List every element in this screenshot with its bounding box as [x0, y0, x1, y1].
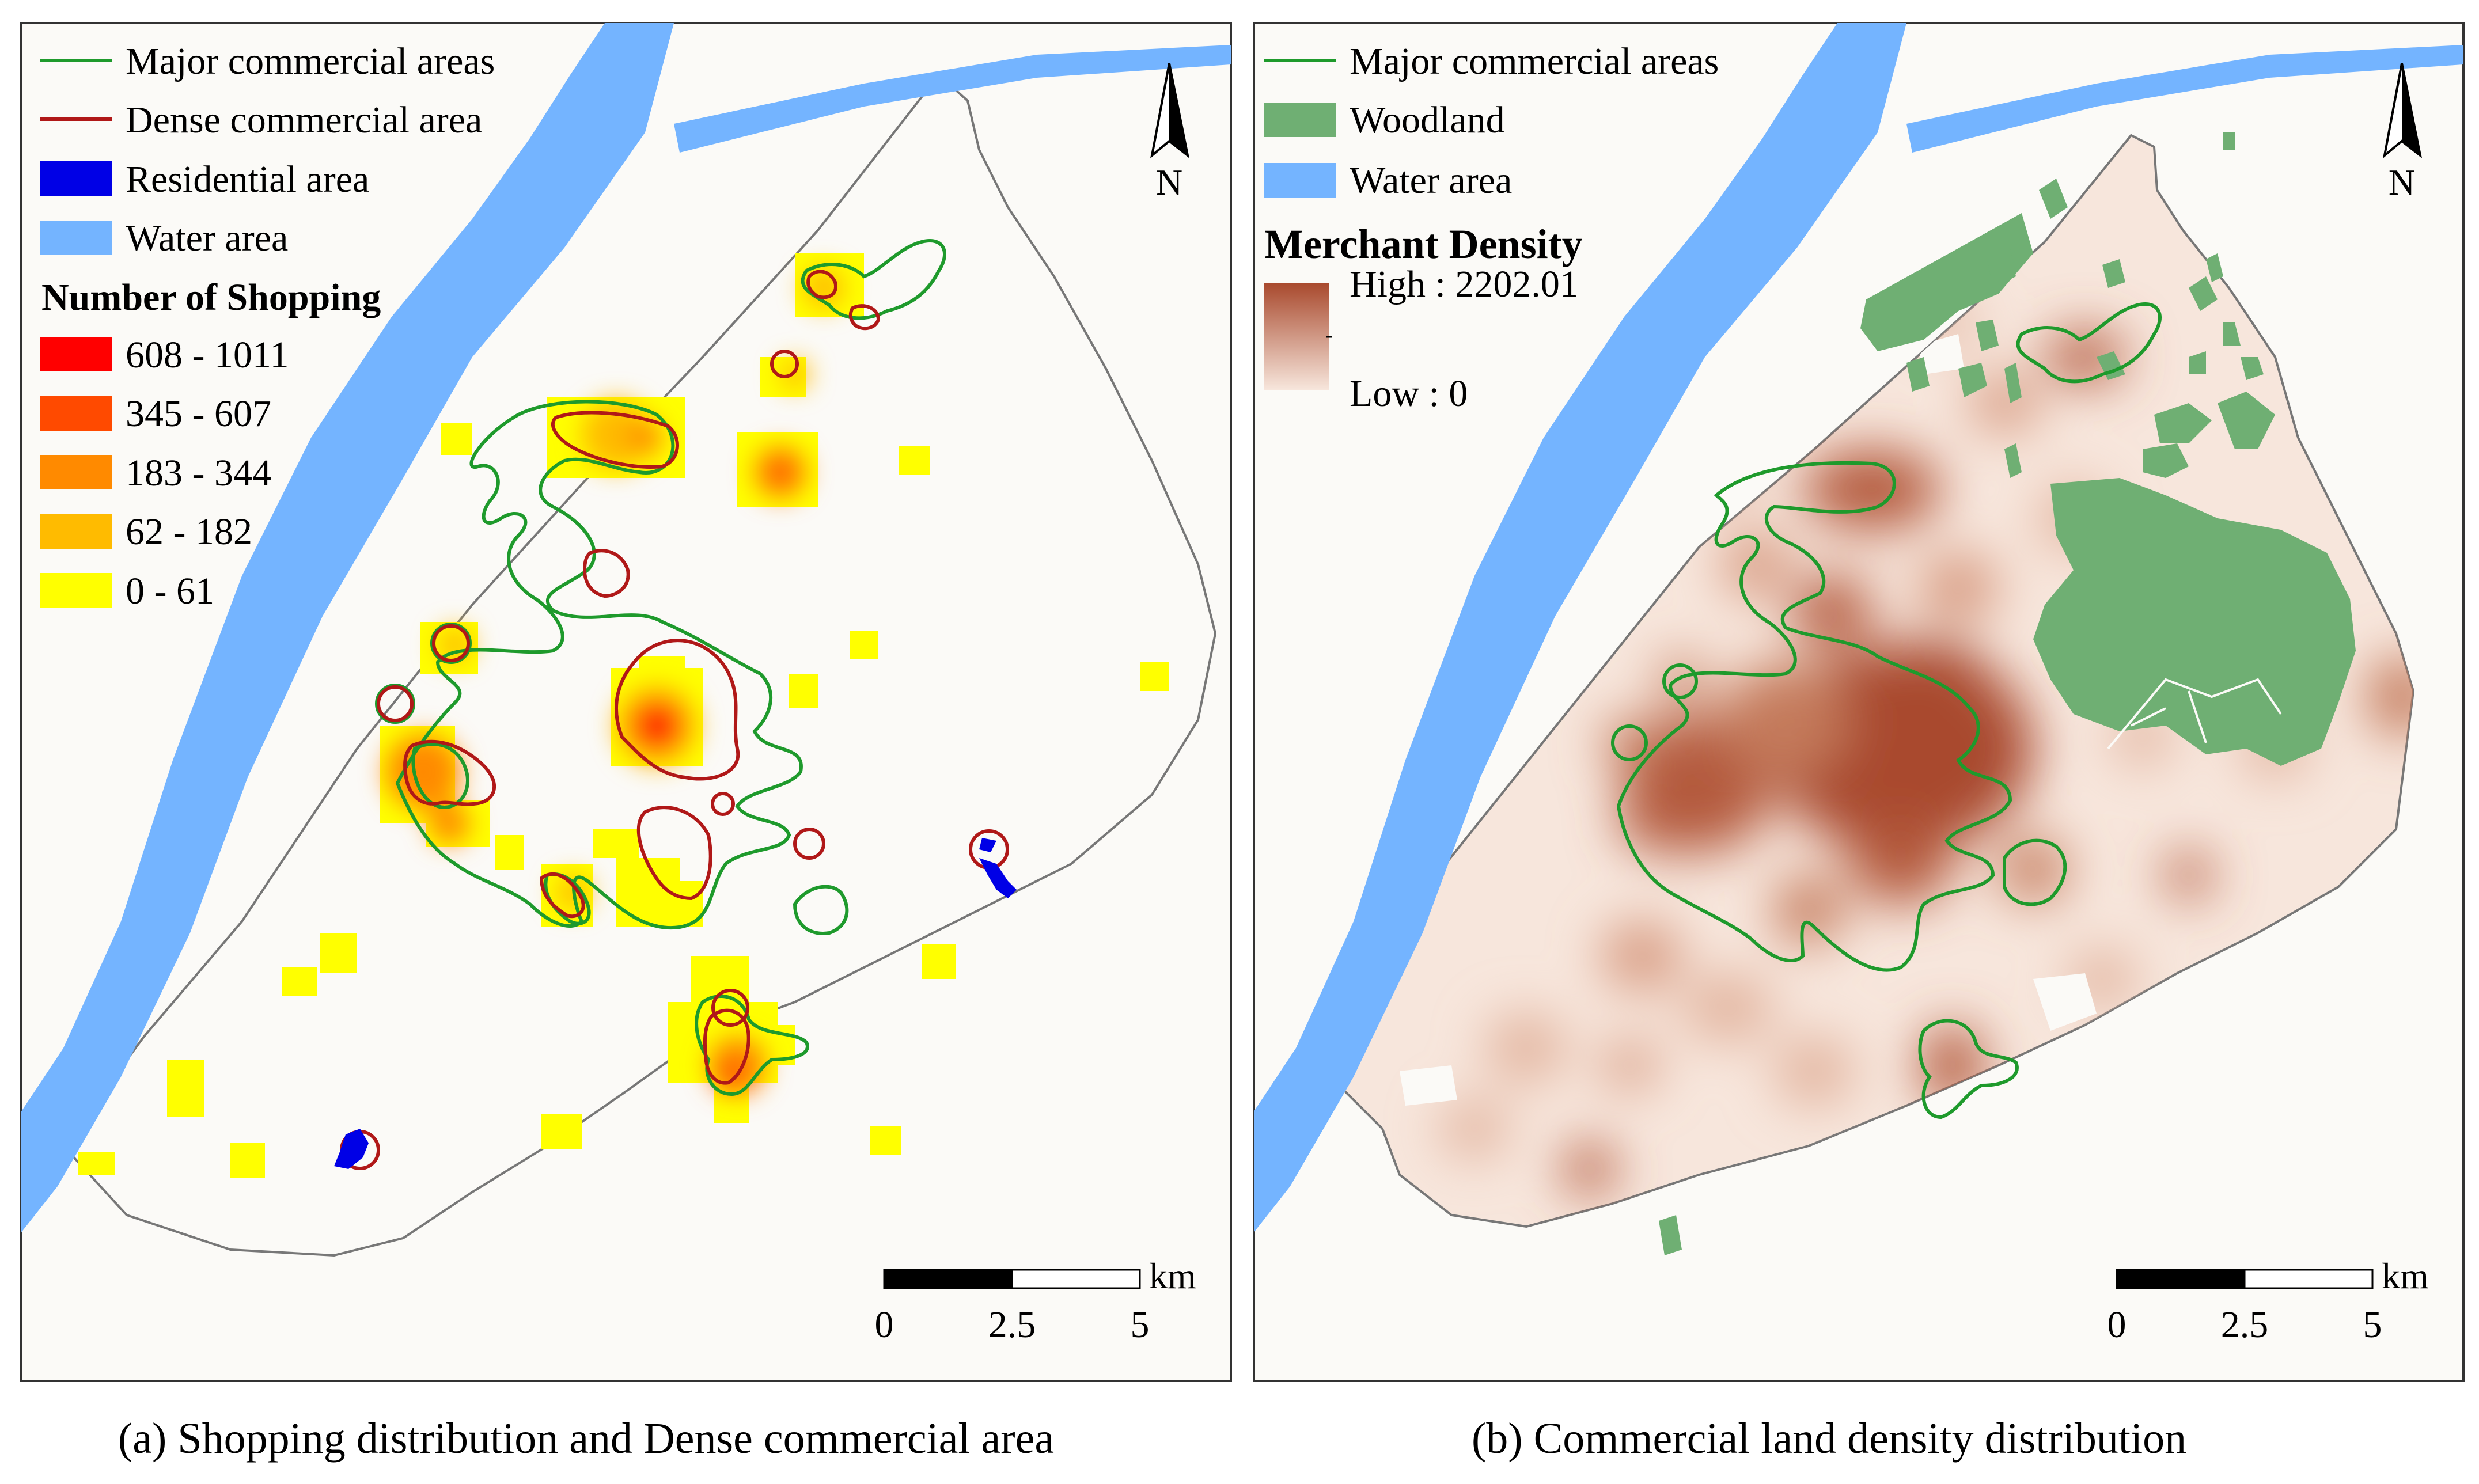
legend-b-high-label: High : 2202.01: [1350, 263, 1579, 305]
panel-b-woodland: [1659, 132, 2356, 1255]
legend-a-water-label: Water area: [126, 217, 288, 259]
legend-b-density-title: Merchant Density: [1264, 221, 1583, 267]
panel-a-scale-unit: km: [1149, 1255, 1196, 1296]
panel-b-major-commercial-areas: [1611, 302, 2162, 1119]
legend-a-class-3-swatch: [40, 514, 112, 549]
legend-b-water-label: Water area: [1350, 160, 1512, 202]
panel-b-scale-tick-1: 2.5: [2221, 1304, 2269, 1346]
legend-a-class-0-label: 608 - 1011: [126, 334, 289, 376]
panel-a-scale-tick-2: 5: [1131, 1304, 1150, 1346]
legend-a-class-4-swatch: [40, 573, 112, 608]
panel-b-scale-tick-0: 0: [2107, 1304, 2127, 1346]
legend-a-water-swatch: [40, 221, 112, 255]
panel-b-scale-unit: km: [2382, 1255, 2429, 1296]
legend-b-woodland-swatch: [1264, 103, 1336, 137]
legend-b-low-label: Low : 0: [1350, 373, 1468, 415]
legend-b-density-ramp: [1264, 283, 1329, 390]
legend-b-water-swatch: [1264, 163, 1336, 198]
legend-a-class-4-label: 0 - 61: [126, 570, 214, 612]
panel-a-north-arrow: N: [1150, 63, 1190, 203]
panel-b-caption: (b) Commercial land density distribution: [1472, 1414, 2187, 1463]
panel-a-residential-areas: [334, 838, 1017, 1169]
legend-a-class-2-label: 183 - 344: [126, 452, 271, 494]
panel-a-dense-commercial-areas: [340, 270, 1009, 1170]
legend-a-class-3-label: 62 - 182: [126, 511, 252, 553]
legend-a-residential-label: Residential area: [126, 158, 369, 200]
panel-a-scale-bar: km 0 2.5 5: [875, 1255, 1196, 1346]
panel-b: N km 0 2.5 5 Major commercial areas Wood…: [1253, 22, 2465, 1382]
panel-a: N km 0 2.5 5 Major commercial areas Dens…: [20, 22, 1232, 1382]
panel-b-north-arrow: N: [2383, 63, 2423, 203]
legend-b-woodland-label: Woodland: [1350, 99, 1505, 141]
panel-a-north-label: N: [1156, 162, 1182, 203]
panel-a-scale-tick-0: 0: [875, 1304, 894, 1346]
panel-a-legend: Major commercial areas Dense commercial …: [40, 40, 495, 612]
panel-b-legend: Major commercial areas Woodland Water ar…: [1264, 40, 1719, 415]
panel-a-river-east-arm: [674, 45, 1231, 153]
legend-a-class-1-swatch: [40, 396, 112, 431]
panel-b-scale-bar: km 0 2.5 5: [2107, 1255, 2429, 1346]
legend-a-major-commercial-label: Major commercial areas: [126, 40, 495, 82]
panel-b-river: [1254, 23, 1906, 1232]
panel-b-river-east-arm: [1906, 45, 2463, 153]
legend-a-class-0-swatch: [40, 337, 112, 371]
panel-a-river: [21, 23, 674, 1232]
legend-a-class-2-swatch: [40, 455, 112, 489]
legend-a-residential-swatch: [40, 161, 112, 196]
legend-a-dense-commercial-label: Dense commercial area: [126, 99, 482, 141]
panel-b-scale-tick-2: 5: [2363, 1304, 2382, 1346]
panel-a-caption: (a) Shopping distribution and Dense comm…: [118, 1414, 1055, 1463]
legend-a-class-1-label: 345 - 607: [126, 393, 271, 435]
legend-b-major-commercial-label: Major commercial areas: [1350, 40, 1719, 82]
panel-b-woodland-lines: [2107, 678, 2282, 750]
panel-a-scale-tick-1: 2.5: [988, 1304, 1036, 1346]
panel-b-north-label: N: [2389, 162, 2415, 203]
legend-a-classes-title: Number of Shopping: [41, 276, 381, 318]
